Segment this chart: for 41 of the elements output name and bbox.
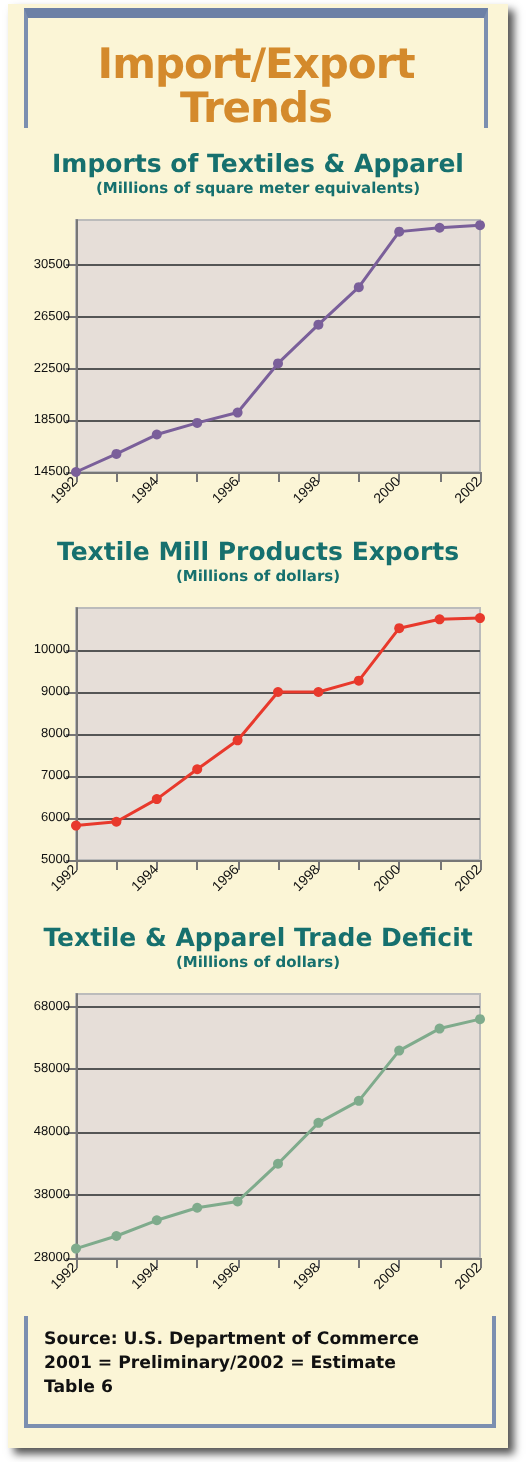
point (434, 614, 445, 625)
point (394, 226, 405, 237)
point (111, 448, 122, 459)
point (71, 820, 81, 831)
point (353, 282, 364, 293)
point (434, 1023, 445, 1034)
point (151, 1215, 162, 1226)
point (353, 1095, 364, 1106)
point (232, 735, 243, 746)
point (192, 1202, 203, 1213)
chart-title: Textile & Apparel Trade Deficit (43, 922, 473, 952)
text: Import/Export Trends (24, 8, 488, 132)
point (151, 429, 162, 440)
text: 2001 = Preliminary/2002 = Estimate (44, 1352, 398, 1376)
point (111, 816, 122, 827)
caption: Table 6 (44, 1376, 115, 1400)
source-note: Source: U.S. Department of Commerce (44, 1328, 421, 1352)
line-series (71, 220, 485, 477)
point (475, 1014, 485, 1025)
point (273, 687, 283, 697)
point (273, 358, 283, 369)
point (313, 1117, 324, 1128)
point (394, 623, 405, 634)
point (273, 1158, 283, 1169)
chart-title: Textile Mill Products Exports (56, 536, 460, 566)
point (232, 1196, 243, 1207)
point (192, 764, 203, 775)
point (232, 407, 243, 418)
point (313, 687, 324, 697)
point (313, 319, 324, 330)
chart-title: Imports of Textiles & Apparel (52, 148, 464, 178)
point (111, 1231, 122, 1241)
point (475, 220, 485, 231)
point (151, 794, 162, 805)
point (475, 613, 485, 624)
point (394, 1045, 405, 1056)
point (71, 1243, 81, 1254)
point (353, 675, 364, 686)
point (192, 417, 203, 428)
point (71, 467, 81, 477)
point (434, 222, 445, 233)
